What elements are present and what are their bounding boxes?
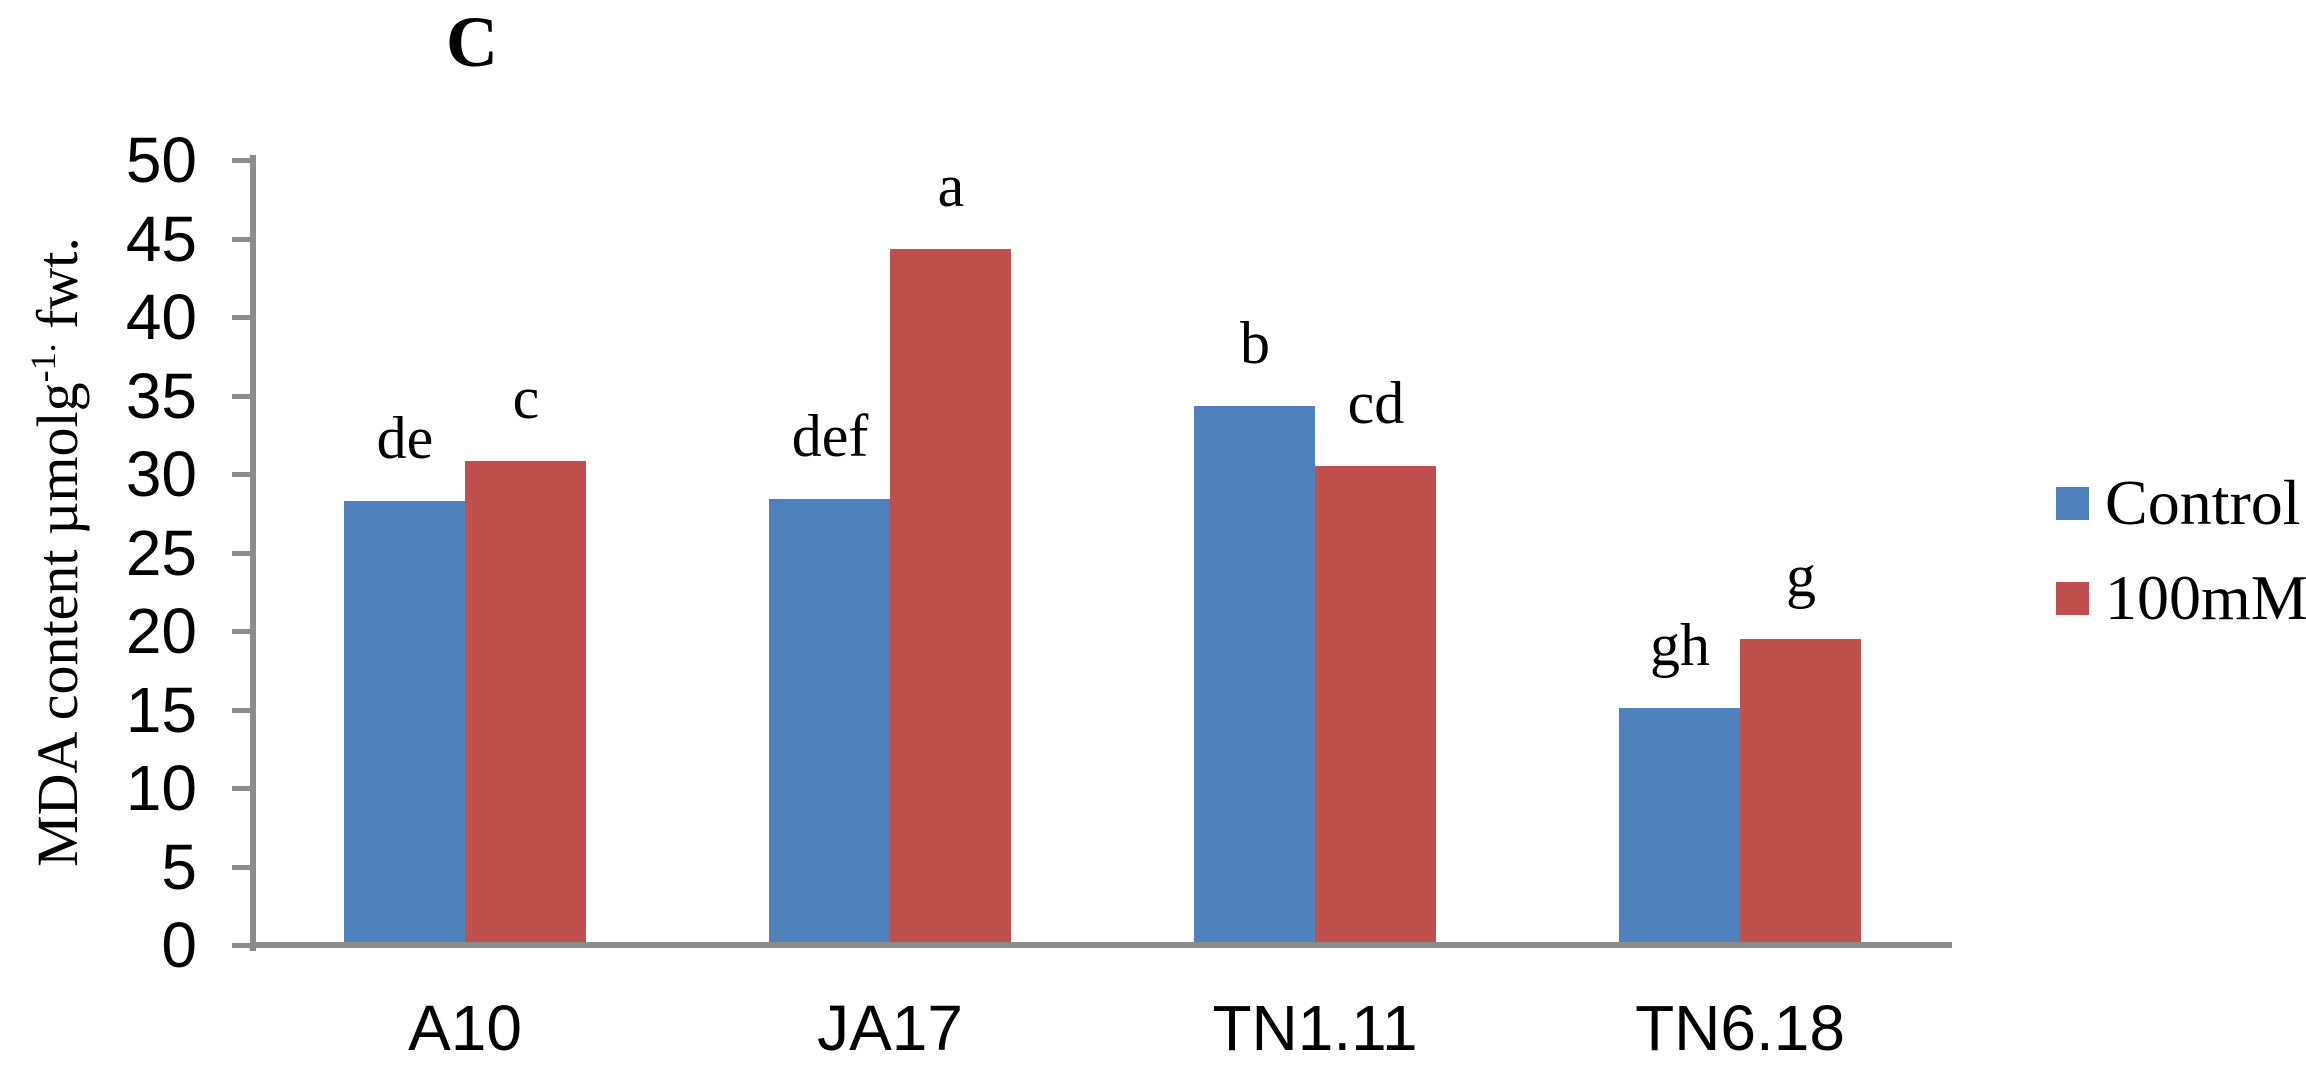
bar-100mm-tn1.11 — [1315, 466, 1436, 945]
y-tick — [232, 708, 250, 713]
legend-label-control: Control — [2105, 467, 2301, 538]
x-category-label-ja17: JA17 — [817, 992, 963, 1064]
significance-letter: cd — [1347, 370, 1405, 436]
x-axis-line — [250, 942, 1952, 948]
y-tick-label: 25 — [125, 517, 197, 589]
significance-letter: b — [1240, 310, 1270, 376]
y-tick — [232, 394, 250, 399]
panel-label: C — [446, 2, 498, 82]
y-tick — [232, 943, 250, 948]
significance-letter: gh — [1650, 612, 1710, 678]
legend-item-100mm: 100mM — [2056, 566, 2306, 630]
bar-control-a10 — [344, 501, 465, 945]
legend-item-control: Control — [2056, 471, 2301, 535]
legend-swatch-100mm — [2056, 581, 2089, 615]
y-tick — [232, 865, 250, 870]
y-tick-label: 35 — [125, 360, 197, 432]
legend-swatch-control — [2056, 486, 2089, 520]
bar-100mm-ja17 — [890, 249, 1011, 945]
significance-letter: de — [376, 405, 434, 471]
y-tick-label: 45 — [125, 203, 197, 275]
y-axis-line — [250, 155, 256, 951]
y-tick-label: 10 — [125, 752, 197, 824]
y-tick — [232, 237, 250, 242]
bar-100mm-a10 — [465, 461, 586, 945]
y-tick-label: 40 — [125, 281, 197, 353]
y-tick-label: 15 — [125, 674, 197, 746]
y-tick-label: 0 — [161, 909, 197, 981]
x-category-label-tn1.11: TN1.11 — [1212, 992, 1418, 1064]
significance-letter: def — [791, 403, 869, 469]
significance-letter: g — [1786, 543, 1816, 609]
significance-letter: a — [937, 153, 965, 219]
y-tick — [232, 629, 250, 634]
x-category-label-a10: A10 — [408, 992, 522, 1064]
y-tick — [232, 158, 250, 163]
y-tick-label: 30 — [125, 438, 197, 510]
bar-control-ja17 — [769, 499, 890, 945]
bar-100mm-tn6.18 — [1740, 639, 1861, 945]
y-tick — [232, 551, 250, 556]
legend-label-100mm: 100mM — [2105, 562, 2306, 633]
y-tick-label: 50 — [125, 124, 197, 196]
x-category-label-tn6.18: TN6.18 — [1635, 992, 1845, 1064]
y-tick-label: 5 — [161, 831, 197, 903]
bar-control-tn1.11 — [1194, 406, 1315, 945]
significance-letter: c — [512, 365, 540, 431]
y-tick — [232, 786, 250, 791]
y-tick-label: 20 — [125, 595, 197, 667]
y-tick — [232, 472, 250, 477]
bar-control-tn6.18 — [1619, 708, 1740, 945]
y-tick — [232, 315, 250, 320]
